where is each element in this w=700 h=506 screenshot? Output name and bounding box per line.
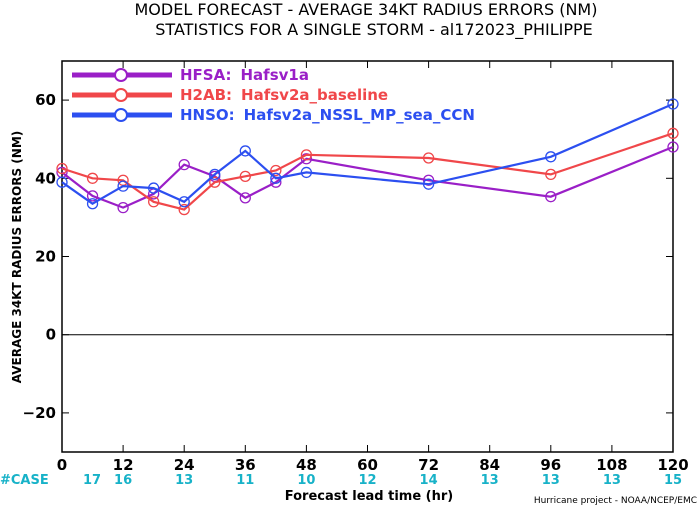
data-point bbox=[86, 172, 99, 184]
case-count: 12 bbox=[358, 473, 376, 488]
case-count: 11 bbox=[236, 473, 254, 488]
data-point bbox=[667, 141, 679, 153]
series-line bbox=[61, 102, 674, 206]
data-point bbox=[117, 180, 129, 192]
data-point bbox=[545, 191, 557, 203]
chart-subtitle: STATISTICS FOR A SINGLE STORM - al172023… bbox=[155, 20, 592, 40]
x-tick-label: 60 bbox=[357, 456, 378, 474]
case-counts: 17 16 13 11 10 12 14 13 13 13 15 bbox=[83, 473, 682, 488]
data-point bbox=[178, 196, 190, 208]
legend-entry-name: HFSA: bbox=[180, 66, 232, 84]
data-point bbox=[667, 127, 679, 139]
data-point bbox=[209, 168, 221, 181]
legend-marker bbox=[114, 68, 128, 82]
y-tick-label: 40 bbox=[35, 169, 56, 187]
data-point bbox=[545, 151, 557, 163]
case-count: 15 bbox=[664, 473, 682, 488]
x-tick-label: 48 bbox=[296, 456, 317, 474]
case-count: 17 bbox=[83, 473, 101, 488]
data-point bbox=[270, 172, 282, 184]
data-point bbox=[147, 182, 160, 194]
x-tick-label: 36 bbox=[235, 456, 256, 474]
case-count: 13 bbox=[542, 473, 560, 488]
case-label: #CASE bbox=[0, 473, 49, 488]
data-point bbox=[545, 168, 557, 181]
data-point bbox=[178, 203, 190, 216]
x-tick-label: 72 bbox=[418, 456, 439, 474]
data-point bbox=[239, 192, 251, 204]
data-point bbox=[56, 176, 68, 188]
legend-entry-desc: Hafsv1a bbox=[241, 66, 309, 84]
data-point bbox=[239, 170, 251, 182]
case-count: 13 bbox=[603, 473, 621, 488]
legend-marker bbox=[114, 108, 128, 122]
data-point bbox=[147, 196, 160, 208]
x-tick-label: 12 bbox=[113, 456, 134, 474]
legend-entry-desc: Hafsv2a_baseline bbox=[241, 86, 388, 104]
x-tick-label: 96 bbox=[540, 456, 561, 474]
data-point bbox=[239, 145, 251, 157]
x-tick-label: 108 bbox=[596, 456, 627, 474]
data-point bbox=[86, 198, 99, 210]
credit-text: Hurricane project - NOAA/NCEP/EMC bbox=[534, 496, 697, 506]
y-tick-label: 0 bbox=[46, 326, 56, 344]
data-point bbox=[270, 164, 282, 177]
series-2 bbox=[56, 98, 679, 210]
chart-title: MODEL FORECAST - AVERAGE 34KT RADIUS ERR… bbox=[135, 0, 598, 19]
data-point bbox=[300, 149, 313, 161]
case-count: 13 bbox=[481, 473, 499, 488]
y-tick-label: −20 bbox=[23, 404, 56, 422]
x-axis-ticks: 0 12 24 36 48 60 72 84 96 108 120 bbox=[57, 61, 689, 474]
data-point bbox=[667, 98, 679, 110]
data-point bbox=[86, 190, 99, 202]
legend-entry-desc: Hafsv2a_NSSL_MP_sea_CCN bbox=[244, 106, 475, 124]
legend-entry-name: H2AB: bbox=[180, 86, 232, 104]
x-tick-label: 84 bbox=[479, 456, 500, 474]
x-tick-label: 0 bbox=[57, 456, 67, 474]
x-axis-label: Forecast lead time (hr) bbox=[285, 489, 453, 504]
data-point bbox=[178, 158, 190, 171]
case-count: 16 bbox=[114, 473, 132, 488]
data-point bbox=[209, 176, 221, 188]
x-tick-label: 24 bbox=[174, 456, 195, 474]
data-point bbox=[422, 178, 435, 190]
x-tick-label: 120 bbox=[657, 456, 688, 474]
case-count: 13 bbox=[175, 473, 193, 488]
y-tick-label: 20 bbox=[35, 248, 56, 266]
y-axis-ticks: −20 0 20 40 60 bbox=[23, 91, 673, 422]
data-point bbox=[117, 201, 129, 214]
y-tick-label: 60 bbox=[35, 91, 56, 109]
data-point bbox=[56, 162, 68, 175]
case-count: 14 bbox=[420, 473, 438, 488]
case-count: 10 bbox=[297, 473, 315, 488]
data-point bbox=[300, 166, 313, 179]
legend: HFSA: Hafsv1a H2AB: Hafsv2a_baseline HNSO: Ha… bbox=[72, 66, 475, 124]
data-point bbox=[422, 152, 435, 164]
legend-entry-name: HNSO: bbox=[180, 106, 235, 124]
series-1 bbox=[56, 127, 679, 216]
legend-marker bbox=[114, 88, 128, 102]
y-axis-label: AVERAGE 34KT RADIUS ERRORS (NM) bbox=[10, 131, 24, 383]
series-group bbox=[56, 98, 679, 216]
